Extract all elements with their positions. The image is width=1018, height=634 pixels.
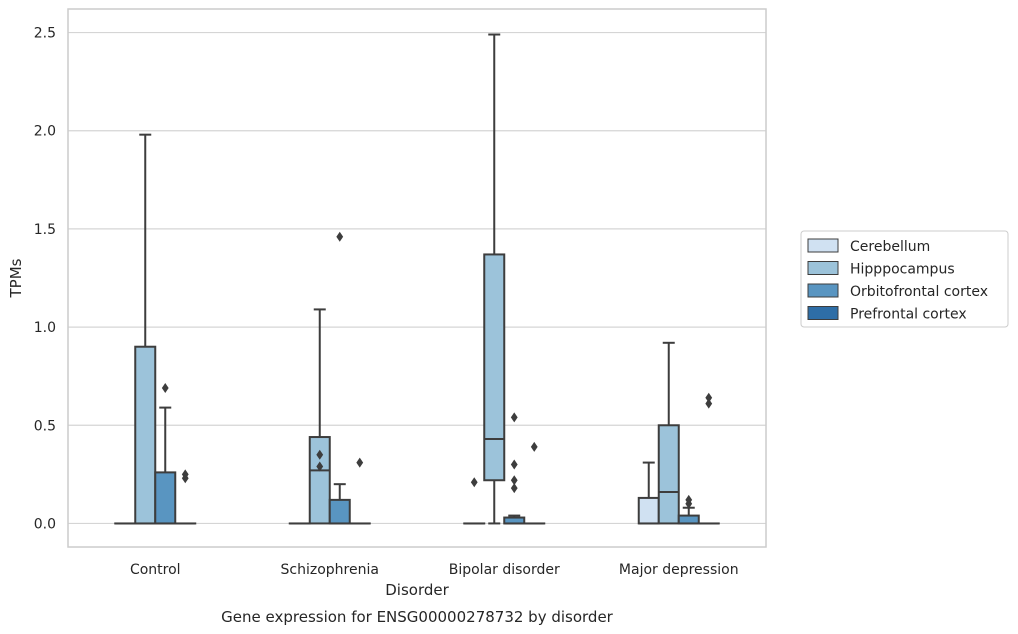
box-prefrontal-cortex bbox=[174, 469, 197, 525]
outlier-point bbox=[510, 412, 518, 423]
box-hipppocampus bbox=[134, 133, 157, 525]
box-plot-series bbox=[114, 33, 720, 525]
box-orbitofrontal-cortex bbox=[328, 231, 351, 525]
y-tick-label: 1.5 bbox=[34, 222, 56, 238]
plot-frame bbox=[67, 8, 767, 548]
y-tick-label: 1.0 bbox=[34, 320, 56, 336]
box-body bbox=[483, 253, 506, 482]
box-orbitofrontal-cortex bbox=[677, 494, 700, 525]
outlier-point bbox=[161, 382, 169, 393]
box-body bbox=[677, 514, 700, 525]
y-axis-ticks: 0.0 0.5 1.0 1.5 2.0 2.5 bbox=[34, 26, 56, 533]
box-body bbox=[637, 496, 660, 525]
box-body bbox=[134, 345, 157, 525]
outlier-point bbox=[336, 231, 344, 242]
box-prefrontal-cortex bbox=[523, 441, 546, 525]
outlier-point bbox=[356, 457, 364, 468]
legend-label: Hipppocampus bbox=[850, 262, 955, 278]
legend-swatch bbox=[807, 283, 839, 298]
x-tick-label: Major depression bbox=[619, 562, 739, 578]
box-cerebellum bbox=[637, 461, 660, 525]
legend-item: Cerebellum bbox=[807, 238, 930, 255]
y-tick-label: 0.5 bbox=[34, 418, 56, 434]
x-axis-label: Disorder bbox=[385, 581, 449, 599]
legend-label: Cerebellum bbox=[850, 239, 930, 255]
x-tick-label: Bipolar disorder bbox=[449, 562, 560, 578]
box-orbitofrontal-cortex bbox=[503, 412, 526, 525]
x-axis-ticks: Control Schizophrenia Bipolar disorder Majo… bbox=[130, 562, 739, 578]
box-cerebellum bbox=[463, 477, 486, 525]
box-orbitofrontal-cortex bbox=[154, 382, 177, 525]
outlier-point bbox=[510, 483, 518, 494]
legend: Cerebellum Hipppocampus Orbitofrontal cort… bbox=[800, 230, 1009, 328]
legend-label: Prefrontal cortex bbox=[850, 307, 967, 323]
outlier-point bbox=[705, 398, 713, 409]
legend-item: Orbitofrontal cortex bbox=[807, 283, 988, 300]
legend-frame bbox=[800, 230, 1009, 328]
outlier-point bbox=[705, 392, 713, 403]
outlier-point bbox=[510, 475, 518, 486]
box-body bbox=[657, 424, 680, 525]
legend-item: Prefrontal cortex bbox=[807, 306, 967, 323]
outlier-point bbox=[316, 449, 324, 460]
outlier-point bbox=[510, 459, 518, 470]
legend-swatch bbox=[807, 238, 839, 253]
x-tick-label: Control bbox=[130, 562, 181, 578]
box-body bbox=[328, 498, 351, 525]
box-hipppocampus bbox=[483, 33, 506, 525]
y-tick-label: 0.0 bbox=[34, 516, 56, 532]
outlier-point bbox=[181, 469, 189, 480]
chart-caption: Gene expression for ENSG00000278732 by d… bbox=[221, 608, 614, 626]
y-tick-label: 2.5 bbox=[34, 26, 56, 42]
outlier-point bbox=[685, 494, 693, 505]
outlier-point bbox=[316, 461, 324, 472]
box-hipppocampus bbox=[657, 341, 680, 525]
box-body bbox=[154, 471, 177, 525]
box-body bbox=[308, 436, 331, 525]
legend-swatch bbox=[807, 261, 839, 275]
x-tick-label: Schizophrenia bbox=[281, 562, 379, 578]
y-tick-label: 2.0 bbox=[34, 124, 56, 140]
box-prefrontal-cortex bbox=[697, 392, 720, 525]
legend-label: Orbitofrontal cortex bbox=[850, 284, 988, 300]
outlier-point bbox=[530, 441, 538, 452]
box-hipppocampus bbox=[308, 308, 331, 525]
y-axis-label: TPMs bbox=[7, 258, 25, 298]
legend-swatch bbox=[807, 306, 839, 320]
legend-item: Hipppocampus bbox=[807, 261, 955, 278]
outlier-point bbox=[470, 477, 478, 488]
box-prefrontal-cortex bbox=[348, 457, 371, 525]
